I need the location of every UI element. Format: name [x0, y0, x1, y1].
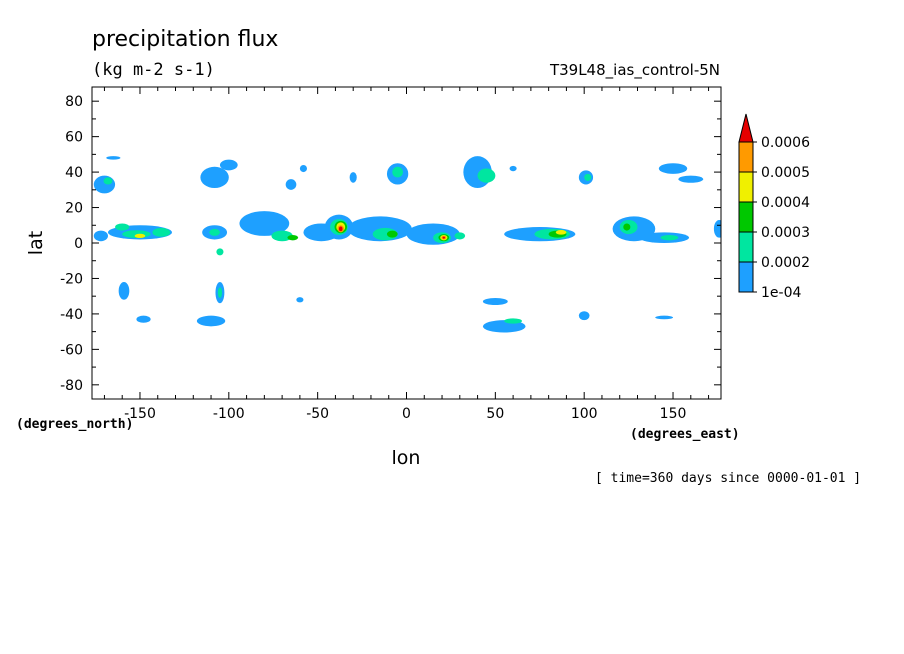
precip-region [285, 179, 297, 190]
precip-region [299, 165, 307, 173]
precip-region [678, 175, 704, 183]
colorbar-swatch [738, 171, 754, 203]
precip-region [200, 166, 229, 189]
precip-region [584, 173, 592, 181]
y-tick-label: -60 [60, 342, 83, 358]
precip-region [136, 315, 151, 323]
precip-region [349, 172, 357, 183]
x-tick-label: 50 [486, 406, 504, 422]
colorbar-swatch [738, 201, 754, 233]
x-tick-label: -150 [124, 406, 156, 422]
y-tick-label: 40 [65, 165, 83, 181]
colorbar-extend-triangle [738, 113, 754, 143]
colorbar-label: 0.0005 [761, 165, 810, 181]
precip-region [655, 315, 674, 320]
y-tick-label: -20 [60, 271, 83, 287]
precip-region [660, 235, 679, 241]
precip-region [106, 156, 121, 160]
colorbar-label: 0.0002 [761, 255, 810, 271]
x-units-label: (degrees_east) [630, 427, 740, 442]
precip-region [152, 227, 171, 237]
x-tick-label: -100 [213, 406, 245, 422]
colorbar-label: 0.0006 [761, 135, 810, 151]
precip-region [578, 311, 590, 321]
precip-region [239, 211, 290, 236]
precip-region [406, 223, 460, 245]
precip-region [93, 175, 116, 194]
x-tick-label: -50 [306, 406, 329, 422]
y-axis: -80 -60 -40 -20 0 20 40 60 80 [60, 94, 721, 394]
chart-title: precipitation flux [92, 27, 278, 52]
precip-region [287, 235, 299, 241]
x-axis-label: lon [392, 447, 421, 469]
precip-region [555, 230, 567, 235]
precip-region [93, 230, 108, 242]
precip-region [134, 233, 146, 239]
precip-region [217, 287, 223, 298]
precip-region [219, 159, 238, 171]
x-axis: -150 -100 -50 0 50 100 150 [103, 87, 710, 422]
precip-region [658, 163, 688, 174]
y-tick-label: 20 [65, 201, 83, 217]
precip-region [454, 232, 466, 240]
y-tick-label: 60 [65, 130, 83, 146]
precip-region [392, 166, 403, 178]
units-label: (kg m-2 s-1) [92, 60, 215, 80]
colorbar-label: 0.0004 [761, 195, 810, 211]
colorbar-label: 0.0003 [761, 225, 810, 241]
precip-region [713, 219, 721, 238]
y-units-label: (degrees_north) [16, 417, 133, 432]
colorbar-swatch [738, 261, 754, 293]
precip-region [442, 236, 446, 239]
colorbar-swatch [738, 141, 754, 173]
precip-region [118, 282, 130, 300]
x-tick-label: 100 [571, 406, 598, 422]
y-axis-label: lat [25, 231, 47, 255]
precip-region [216, 248, 224, 256]
colorbar-swatch [738, 231, 754, 263]
y-tick-label: 0 [74, 236, 83, 252]
precip-region [115, 223, 130, 231]
precip-region [338, 226, 343, 232]
time-label: [ time=360 days since 0000-01-01 ] [595, 471, 861, 486]
precip-region [509, 165, 517, 172]
precip-region [623, 223, 631, 231]
y-tick-label: -80 [60, 378, 83, 394]
y-tick-label: -40 [60, 307, 83, 323]
precip-region [103, 177, 113, 185]
colorbar: 1e-04 0.0002 0.0003 0.0004 0.0005 0.0006 [738, 113, 810, 301]
dataset-label: T39L48_ias_control-5N [549, 61, 720, 80]
precip-region [296, 297, 304, 303]
precip-region [477, 168, 496, 183]
colorbar-label: 1e-04 [761, 285, 801, 301]
x-tick-label: 0 [402, 406, 411, 422]
x-tick-label: 150 [660, 406, 687, 422]
precip-region [271, 230, 293, 242]
precip-region [482, 297, 508, 306]
precip-region [386, 230, 398, 238]
y-tick-label: 80 [65, 94, 83, 110]
precip-region [196, 315, 226, 327]
precip-region [209, 228, 220, 236]
precip-field [93, 156, 721, 333]
precip-region [504, 318, 522, 324]
